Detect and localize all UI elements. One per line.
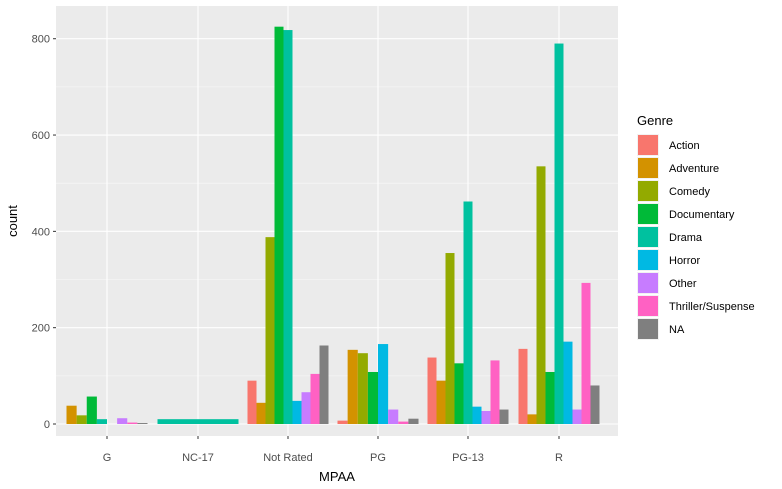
bar-r-na: [590, 385, 600, 424]
legend-label: NA: [669, 324, 685, 336]
legend-key-swatch: [638, 158, 658, 178]
bar-pg-13-documentary: [454, 363, 464, 424]
y-axis-title: count: [5, 205, 20, 237]
legend-label: Thriller/Suspense: [669, 301, 755, 313]
legend-key-swatch: [638, 319, 658, 339]
legend-item-na: NA: [637, 318, 685, 340]
bar-pg-comedy: [357, 353, 368, 424]
bar-not-rated-documentary: [274, 26, 284, 425]
legend-key-swatch: [638, 135, 658, 155]
legend-label: Documentary: [669, 209, 735, 221]
bar-pg-13-comedy: [445, 253, 455, 424]
bar-not-rated-drama: [283, 30, 293, 425]
bar-not-rated-na: [319, 345, 329, 424]
legend-key-swatch: [638, 204, 658, 224]
legend-title: Genre: [637, 113, 673, 128]
bar-pg-13-na: [499, 409, 509, 424]
bar-pg-adventure: [347, 349, 358, 424]
y-tick-label: 0: [44, 419, 50, 431]
legend: Genre Action Adventure Comedy Documentary Dr…: [637, 113, 755, 340]
x-tick-label-pg-13: PG-13: [452, 452, 484, 464]
bar-not-rated-action: [247, 380, 257, 424]
bar-r-adventure: [527, 414, 537, 424]
legend-item-drama: Drama: [637, 226, 703, 248]
legend-key-swatch: [638, 250, 658, 270]
x-tick-label-pg: PG: [370, 452, 386, 464]
bar-pg-horror: [378, 344, 389, 424]
legend-key-swatch: [638, 273, 658, 293]
bar-pg-13-thriller-suspense: [490, 360, 500, 424]
bar-r-comedy: [536, 166, 546, 424]
legend-label: Other: [669, 278, 697, 290]
bar-not-rated-other: [301, 392, 311, 424]
bar-pg-other: [388, 409, 399, 424]
bar-g-adventure: [66, 405, 77, 424]
bar-pg-13-horror: [472, 406, 482, 424]
bar-r-horror: [563, 341, 573, 424]
bar-not-rated-thriller-suspense: [310, 373, 320, 424]
legend-item-horror: Horror: [637, 249, 701, 271]
legend-item-action: Action: [637, 134, 700, 156]
bar-not-rated-comedy: [265, 237, 275, 424]
bar-r-action: [518, 348, 528, 424]
legend-label: Horror: [669, 255, 701, 267]
x-tick-label-r: R: [555, 452, 563, 464]
y-tick-label: 400: [32, 226, 50, 238]
bar-r-thriller-suspense: [581, 282, 591, 424]
bar-pg-13-adventure: [436, 380, 446, 424]
y-tick-label: 600: [32, 130, 50, 142]
legend-item-other: Other: [637, 272, 697, 294]
legend-item-thriller-suspense: Thriller/Suspense: [637, 295, 755, 317]
bars: [66, 26, 600, 425]
legend-item-adventure: Adventure: [637, 157, 719, 179]
bar-pg-action: [337, 420, 348, 424]
x-axis-title: MPAA: [319, 469, 355, 484]
bar-not-rated-horror: [292, 400, 302, 424]
bar-pg-documentary: [367, 371, 379, 424]
bar-g-comedy: [76, 415, 87, 424]
bar-r-other: [572, 409, 582, 424]
bar-pg-13-drama: [463, 201, 473, 424]
x-tick-label-g: G: [103, 452, 112, 464]
legend-label: Adventure: [669, 163, 719, 175]
bar-pg-13-action: [427, 357, 437, 424]
x-axis-ticks: G NC-17 Not Rated PG PG-13 R: [103, 436, 563, 464]
bar-g-other: [117, 418, 128, 424]
legend-label: Action: [669, 140, 700, 152]
legend-label: Drama: [669, 232, 703, 244]
x-tick-label-nc-17: NC-17: [182, 452, 214, 464]
bar-r-documentary: [545, 371, 555, 424]
panel-background: [56, 6, 618, 436]
y-tick-label: 800: [32, 34, 50, 46]
legend-key-swatch: [638, 181, 658, 201]
bar-g-drama: [96, 419, 108, 424]
bar-pg-13-other: [481, 411, 491, 424]
y-tick-label: 200: [32, 323, 50, 335]
x-tick-label-not-rated: Not Rated: [263, 452, 313, 464]
legend-item-documentary: Documentary: [637, 203, 735, 225]
bar-g-na: [137, 423, 148, 424]
y-axis-ticks: 0 200 400 600 800: [32, 34, 56, 431]
bar-r-drama: [554, 43, 564, 424]
bar-pg-thriller-suspense: [398, 421, 409, 424]
bar-pg-na: [408, 418, 419, 424]
legend-label: Comedy: [669, 186, 710, 198]
legend-item-comedy: Comedy: [637, 180, 710, 202]
bar-g-documentary: [86, 396, 97, 424]
bar-nc-17-drama: [157, 419, 239, 424]
bar-g-thriller-suspense: [127, 422, 138, 424]
legend-key-swatch: [638, 227, 658, 247]
legend-key-swatch: [638, 296, 658, 316]
bar-not-rated-adventure: [256, 402, 266, 424]
